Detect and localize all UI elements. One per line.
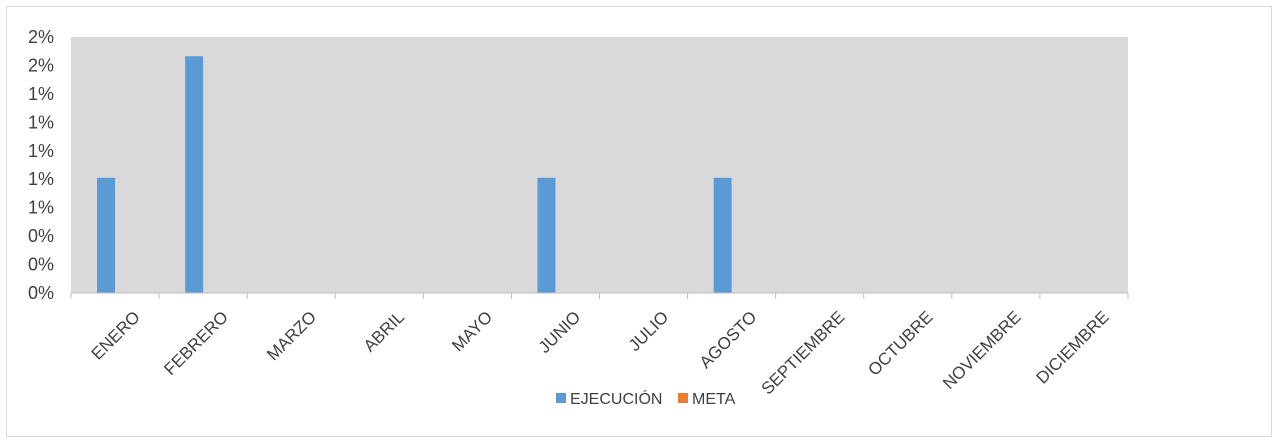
y-tick-label: 0% bbox=[28, 226, 54, 246]
bar-ejecuci-n-febrero bbox=[185, 56, 204, 294]
bar-ejecuci-n-enero bbox=[97, 177, 116, 293]
y-tick-label: 1% bbox=[28, 112, 54, 132]
x-tick-label: OCTUBRE bbox=[864, 307, 936, 379]
x-tick-label: DICIEMBRE bbox=[1033, 307, 1113, 387]
x-tick-label: ENERO bbox=[88, 307, 144, 363]
legend-label: META bbox=[692, 391, 736, 408]
x-tick-label: SEPTIEMBRE bbox=[758, 307, 849, 398]
plot-area bbox=[71, 37, 1128, 293]
x-tick-label: MARZO bbox=[263, 307, 320, 364]
y-tick-label: 2% bbox=[28, 55, 54, 75]
x-tick-label: JULIO bbox=[625, 307, 673, 355]
bar-ejecuci-n-junio bbox=[537, 177, 556, 293]
x-tick-label: FEBRERO bbox=[160, 307, 232, 379]
x-tick-label: JUNIO bbox=[535, 307, 584, 356]
legend-label: EJECUCIÓN bbox=[570, 389, 662, 408]
x-tick-label: ABRIL bbox=[360, 307, 408, 355]
bar-ejecuci-n-agosto bbox=[713, 177, 732, 293]
x-tick-label: AGOSTO bbox=[696, 307, 761, 372]
y-tick-label: 0% bbox=[28, 255, 54, 275]
legend-swatch bbox=[556, 393, 566, 403]
y-tick-label: 1% bbox=[28, 198, 54, 218]
x-tick-label: MAYO bbox=[448, 307, 496, 355]
legend-swatch bbox=[678, 393, 688, 403]
y-tick-label: 1% bbox=[28, 84, 54, 104]
y-tick-label: 0% bbox=[28, 283, 54, 303]
y-tick-label: 1% bbox=[28, 141, 54, 161]
x-tick-label: NOVIEMBRE bbox=[939, 307, 1025, 393]
y-tick-label: 2% bbox=[28, 27, 54, 47]
y-tick-label: 1% bbox=[28, 169, 54, 189]
